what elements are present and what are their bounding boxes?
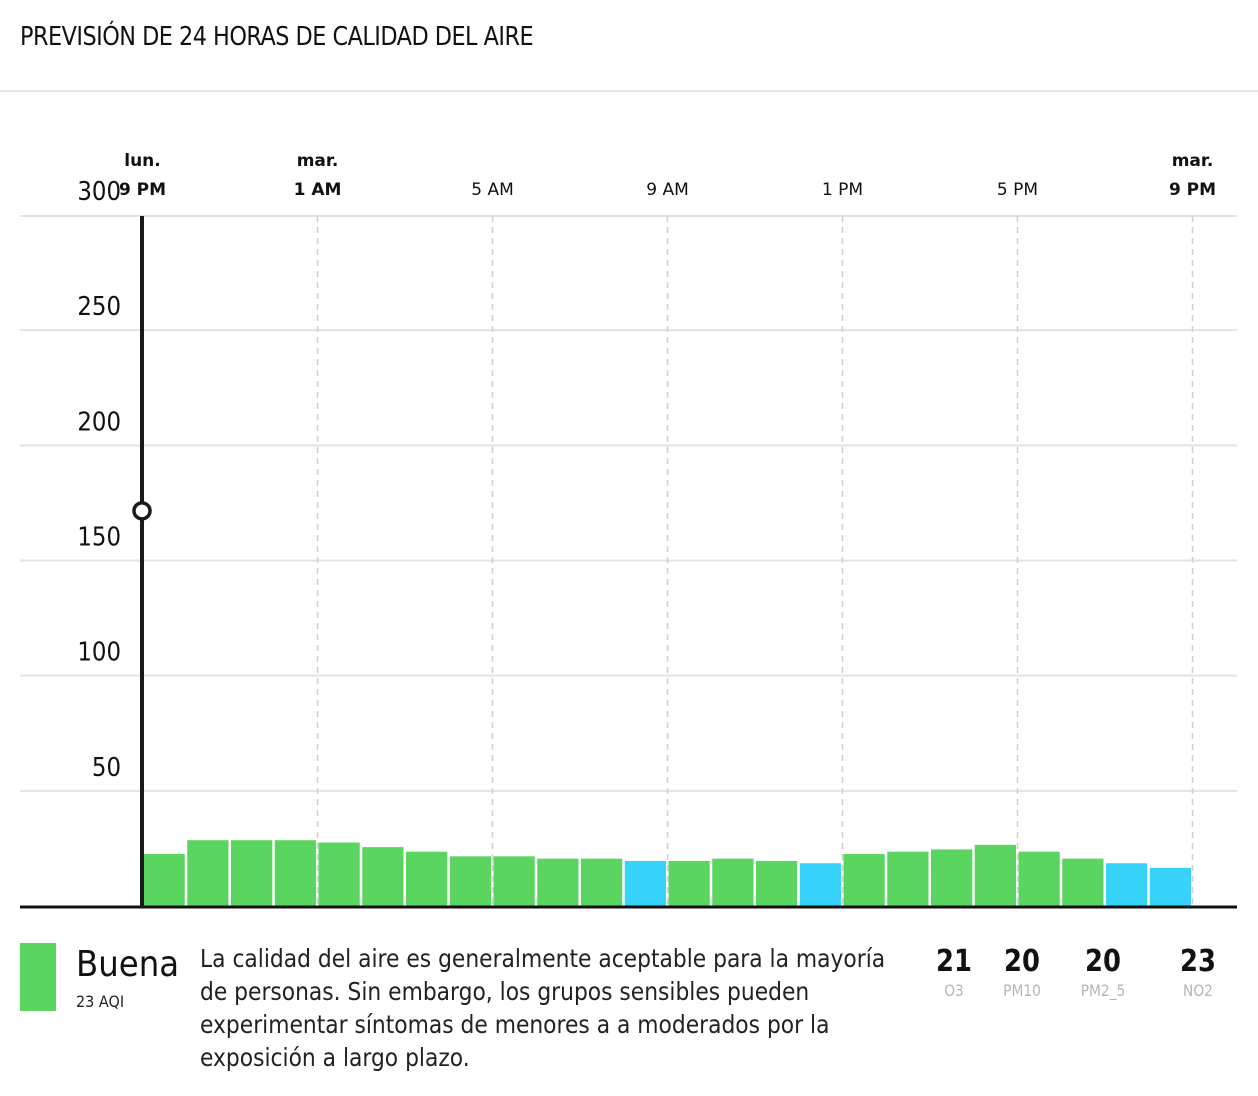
pollutant-o3: 21 O3 (909, 944, 999, 1000)
aqi-bar (799, 863, 841, 907)
aqi-bar (187, 840, 229, 907)
pollutant-pm10: 20 PM10 (977, 944, 1067, 1000)
y-tick-label: 300 (77, 176, 121, 207)
aqi-bar (318, 842, 360, 907)
x-tick-day-label: lun. (124, 151, 161, 171)
y-tick-label: 200 (77, 406, 121, 437)
x-tick-time-label: 5 AM (471, 180, 514, 200)
aqi-status-swatch (20, 943, 56, 1011)
y-tick-label: 150 (77, 521, 121, 552)
pollutant-name: PM2_5 (1080, 981, 1126, 1000)
aqi-bar (931, 849, 973, 907)
pollutant-name: NO2 (1183, 981, 1213, 1000)
title-divider (0, 90, 1258, 92)
y-tick-label: 100 (77, 636, 121, 667)
pollutant-pm25: 20 PM2_5 (1058, 944, 1148, 1000)
pollutant-value: 20 (1004, 944, 1040, 979)
x-tick-time-label: 5 PM (997, 180, 1038, 200)
aqi-bar (887, 851, 929, 907)
aqi-status-label: Buena (76, 944, 180, 985)
x-tick-day-label: mar. (1172, 151, 1214, 171)
aqi-bar (712, 858, 754, 907)
aqi-value-label: 23 AQI (76, 992, 125, 1011)
aqi-bar (1062, 858, 1104, 907)
pollutant-name: PM10 (1003, 981, 1041, 1000)
pollutant-value: 20 (1085, 944, 1121, 979)
aqi-bar (449, 856, 491, 907)
x-tick-time-label: 1 PM (822, 180, 863, 200)
aqi-bar (362, 847, 404, 907)
aqi-bar (1106, 863, 1148, 907)
current-time-marker (132, 501, 152, 521)
aqi-bar (624, 860, 666, 907)
aqi-bar (406, 851, 448, 907)
y-tick-label: 50 (92, 751, 121, 782)
x-tick-time-label: 1 AM (294, 180, 342, 200)
pollutant-value: 21 (936, 944, 972, 979)
aqi-bar (756, 860, 798, 907)
x-tick-time-label: 9 AM (646, 180, 689, 200)
chart-title: PREVISIÓN DE 24 HORAS DE CALIDAD DEL AIR… (20, 22, 534, 52)
x-tick-time-label: 9 PM (119, 180, 166, 200)
aqi-bar (581, 858, 623, 907)
aqi-bar (843, 854, 885, 907)
aqi-bar (537, 858, 579, 907)
aqi-bar (1149, 867, 1191, 907)
aqi-bar (143, 854, 185, 907)
aqi-bar (231, 840, 273, 907)
y-tick-label: 250 (77, 291, 121, 322)
x-tick-day-label: mar. (297, 151, 339, 171)
aqi-description: La calidad del aire es generalmente acep… (200, 944, 886, 1072)
aqi-bar (493, 856, 535, 907)
aqi-bar (974, 844, 1016, 907)
x-tick-time-label: 9 PM (1169, 180, 1216, 200)
pollutant-value: 23 (1180, 944, 1216, 979)
pollutant-name: O3 (944, 981, 964, 1000)
aqi-bar (1018, 851, 1060, 907)
pollutant-no2: 23 NO2 (1153, 944, 1243, 1000)
aqi-bar (668, 860, 710, 907)
aqi-bar (274, 840, 316, 907)
